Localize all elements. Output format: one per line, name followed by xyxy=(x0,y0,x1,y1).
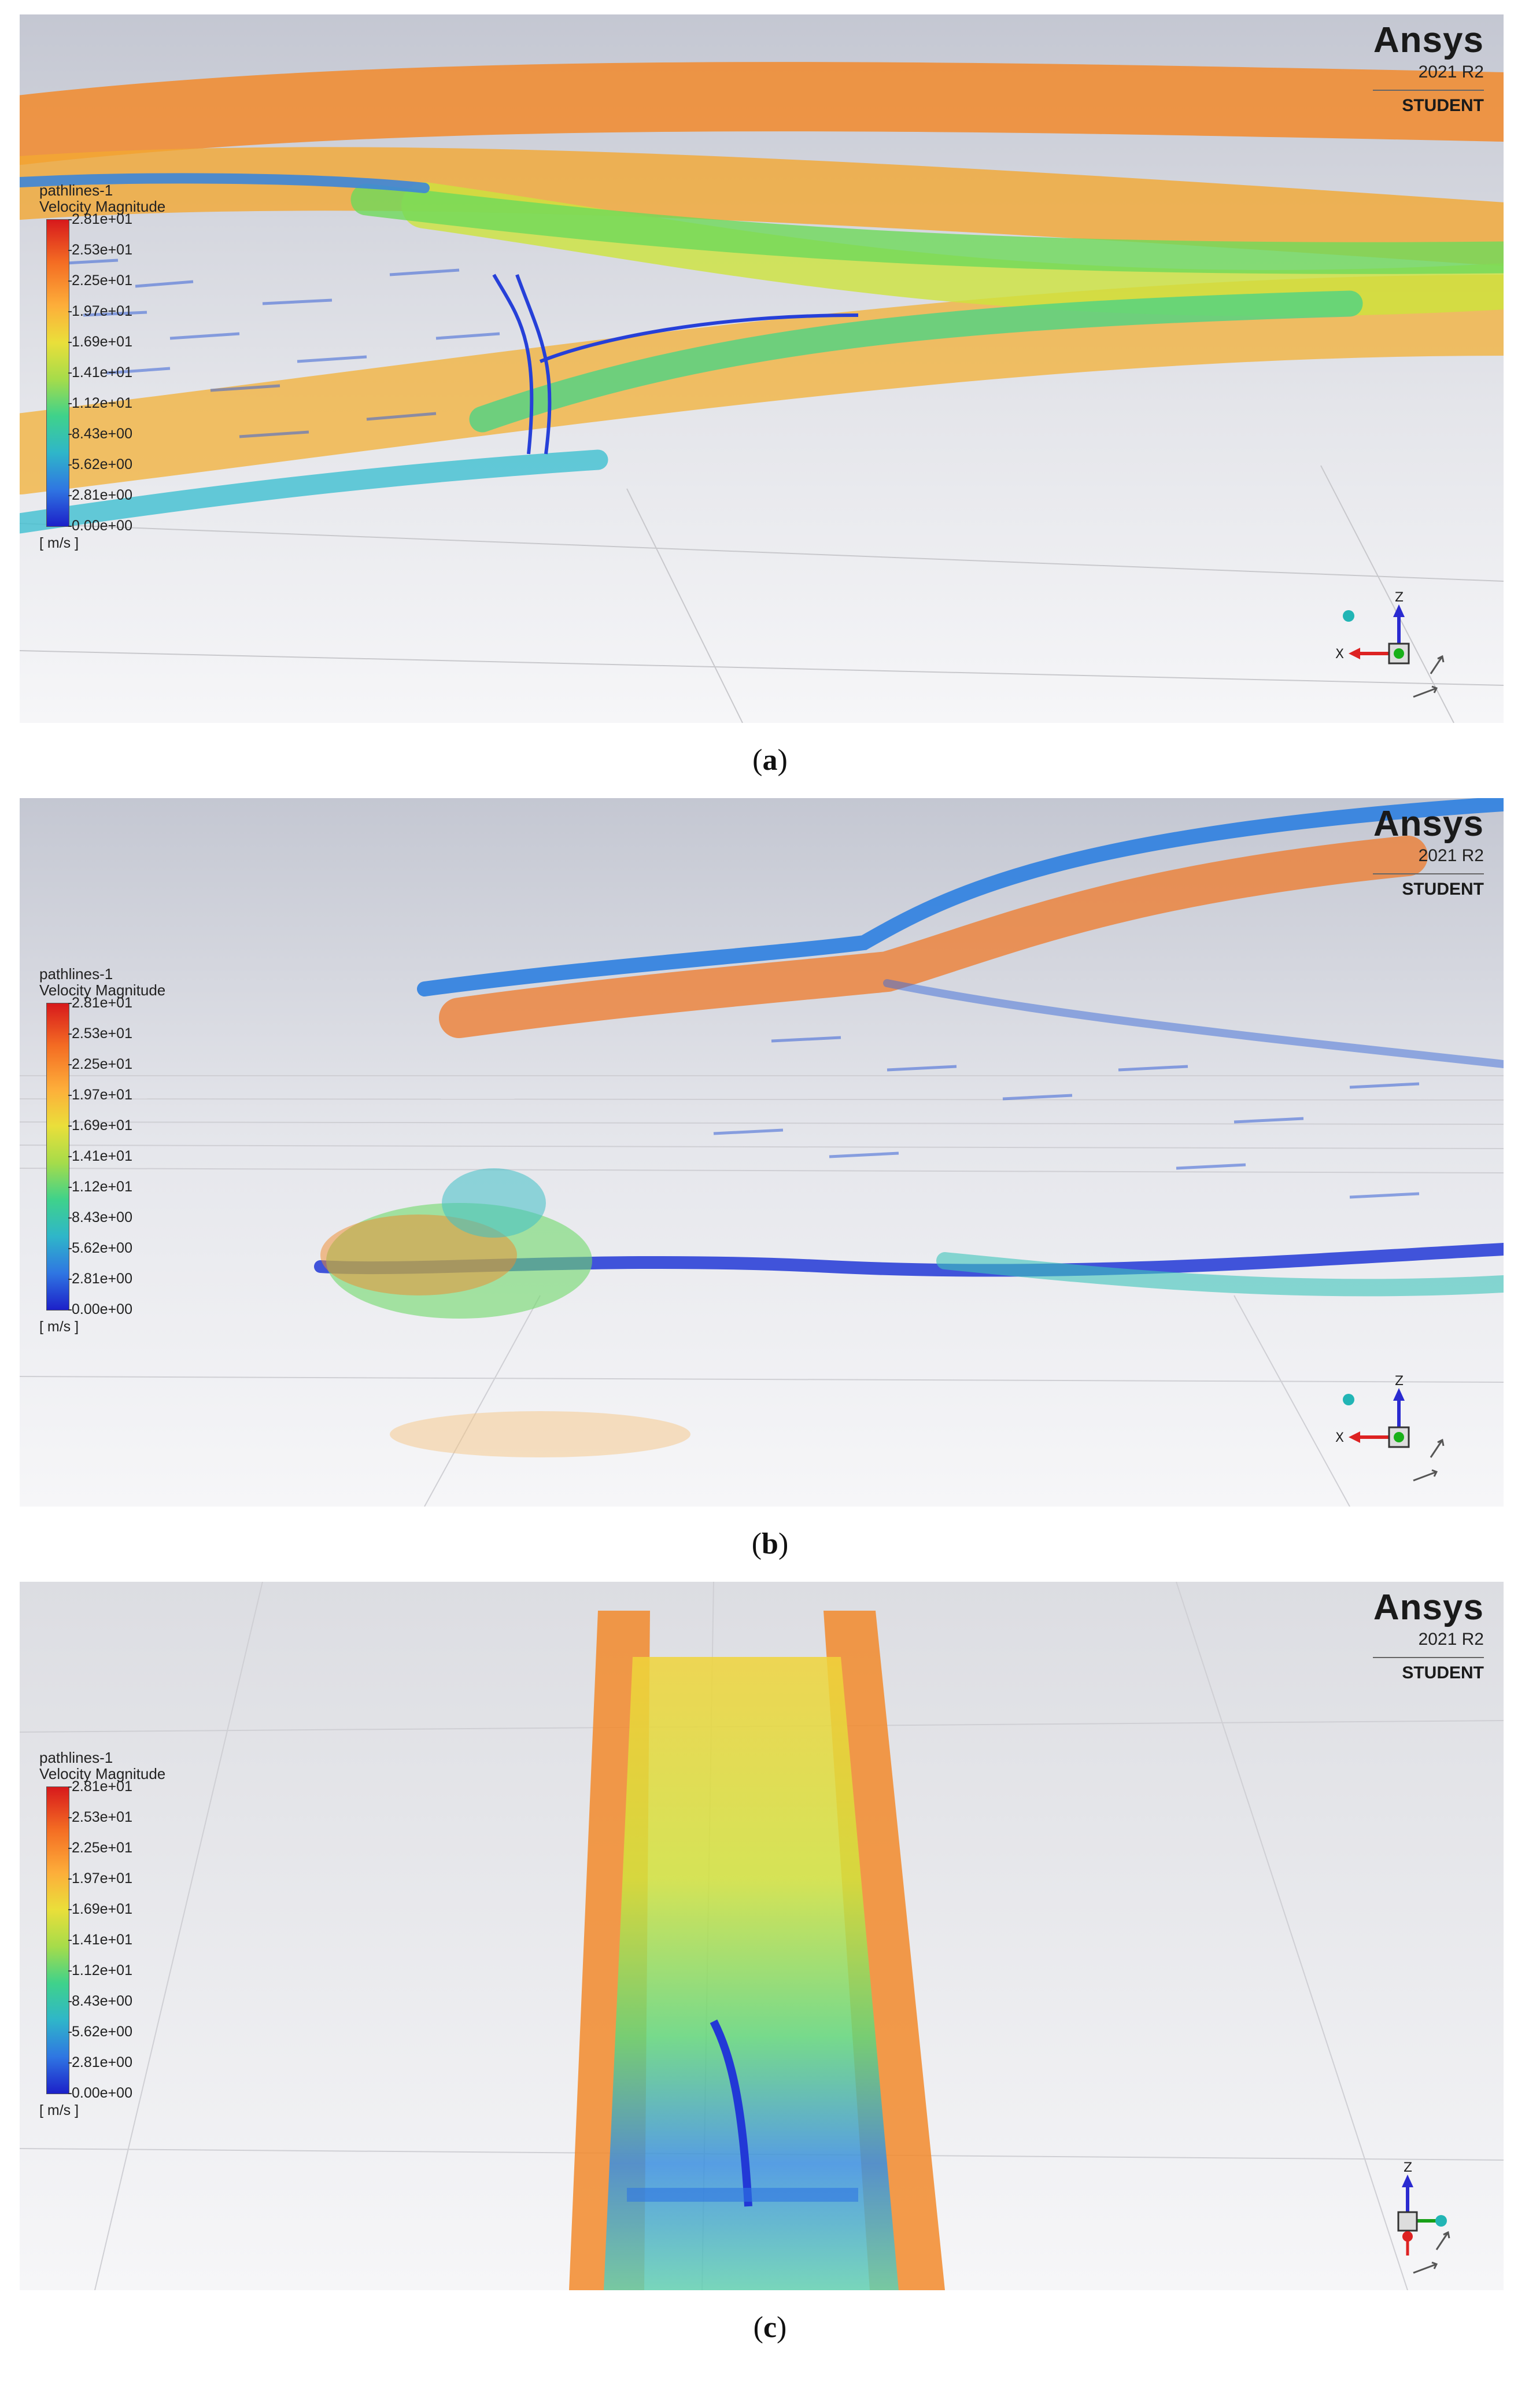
legend-tick: 1.12e+01 xyxy=(68,395,132,411)
legend-tick: 1.97e+01 xyxy=(68,1870,132,1887)
colorbar-c xyxy=(46,1786,69,2094)
legend-tick: 0.00e+00 xyxy=(68,2085,132,2101)
ansys-logo: Ansys xyxy=(1373,1588,1484,1627)
legend-tick: 2.81e+01 xyxy=(68,995,132,1011)
vortex-a xyxy=(492,274,859,455)
colorbar-a xyxy=(46,219,69,527)
legend-tick: 1.12e+01 xyxy=(68,1179,132,1195)
axis-triad-b[interactable]: Z X xyxy=(1332,1371,1460,1498)
legend-tick: 8.43e+00 xyxy=(68,1993,132,2009)
brand-divider xyxy=(1373,1657,1484,1658)
caption-a: (a) xyxy=(752,744,788,777)
ansys-brand-c: Ansys 2021 R2 STUDENT xyxy=(1357,1588,1484,1684)
color-legend-b: pathlines-1 Velocity Magnitude 2.81e+01 … xyxy=(39,965,230,1335)
legend-tick: 1.41e+01 xyxy=(68,364,132,381)
slow-region-a xyxy=(65,259,500,438)
axis-label-x: X xyxy=(1335,647,1344,662)
legend-tick: 5.62e+00 xyxy=(68,1240,132,1256)
axis-label-x: X xyxy=(1335,1431,1344,1445)
wheel-wake-b xyxy=(320,1168,690,1457)
pathlines-scene-b xyxy=(20,798,1504,1507)
axis-triad-icon: Z X xyxy=(1335,590,1445,698)
ansys-logo: Ansys xyxy=(1373,20,1484,60)
legend-tick: 2.81e+01 xyxy=(68,211,132,227)
legend-tick: 2.81e+00 xyxy=(68,1271,132,1287)
legend-tick: 2.53e+01 xyxy=(68,242,132,258)
ground-grid-b xyxy=(20,1075,1504,1507)
legend-title-c: pathlines-1 Velocity Magnitude xyxy=(39,1749,166,1782)
ansys-edition: STUDENT xyxy=(1402,1663,1484,1682)
legend-tick: 0.00e+00 xyxy=(68,1301,132,1317)
ansys-logo: Ansys xyxy=(1373,804,1484,844)
axis-label-z: Z xyxy=(1395,590,1404,605)
axis-triad-icon: Z X xyxy=(1335,1374,1445,1482)
ansys-version: 2021 R2 xyxy=(1418,62,1484,82)
legend-tick: 1.41e+01 xyxy=(68,1932,132,1948)
caption-b: (b) xyxy=(751,1527,789,1560)
legend-tick: 8.43e+00 xyxy=(68,1209,132,1225)
axis-triad-c[interactable]: Z xyxy=(1350,2154,1477,2282)
legend-tick: 1.97e+01 xyxy=(68,1087,132,1103)
color-legend-c: pathlines-1 Velocity Magnitude 2.81e+01 … xyxy=(39,1749,230,2118)
axis-label-z: Z xyxy=(1404,2161,1412,2175)
legend-unit-c: [ m/s ] xyxy=(39,2102,79,2118)
colorbar-b xyxy=(46,1003,69,1311)
axis-triad-a[interactable]: Z X xyxy=(1332,587,1460,714)
caption-c: (c) xyxy=(753,2311,787,2344)
flow-band-c xyxy=(569,1611,945,2290)
legend-tick: 1.41e+01 xyxy=(68,1148,132,1164)
brand-divider xyxy=(1373,90,1484,91)
legend-tick: 1.69e+01 xyxy=(68,1117,132,1134)
axis-label-z: Z xyxy=(1395,1374,1404,1389)
legend-unit-a: [ m/s ] xyxy=(39,535,79,551)
legend-tick: 5.62e+00 xyxy=(68,2024,132,2040)
legend-tick: 5.62e+00 xyxy=(68,456,132,473)
legend-title-b: pathlines-1 Velocity Magnitude xyxy=(39,965,166,999)
legend-tick: 2.53e+01 xyxy=(68,1025,132,1042)
legend-tick: 1.12e+01 xyxy=(68,1962,132,1978)
ground-grid-a xyxy=(20,465,1504,723)
legend-tick: 2.81e+01 xyxy=(68,1778,132,1795)
pathlines-scene-a xyxy=(20,14,1504,723)
ansys-brand-a: Ansys 2021 R2 STUDENT xyxy=(1357,20,1484,116)
legend-tick: 1.69e+01 xyxy=(68,1901,132,1917)
legend-tick: 2.25e+01 xyxy=(68,272,132,289)
color-legend-a: pathlines-1 Velocity Magnitude 2.81e+01 … xyxy=(39,182,230,551)
legend-tick: 8.43e+00 xyxy=(68,426,132,442)
legend-tick: 0.00e+00 xyxy=(68,518,132,534)
legend-tick: 1.97e+01 xyxy=(68,303,132,319)
legend-tick: 1.69e+01 xyxy=(68,334,132,350)
ansys-version: 2021 R2 xyxy=(1418,846,1484,865)
flow-streams-a xyxy=(20,62,1504,534)
brand-divider xyxy=(1373,873,1484,874)
legend-unit-b: [ m/s ] xyxy=(39,1319,79,1335)
ansys-edition: STUDENT xyxy=(1402,880,1484,899)
ansys-version: 2021 R2 xyxy=(1418,1630,1484,1649)
panel-c: pathlines-1 Velocity Magnitude 2.81e+01 … xyxy=(20,1582,1504,2290)
legend-tick: 2.81e+00 xyxy=(68,487,132,503)
ansys-brand-b: Ansys 2021 R2 STUDENT xyxy=(1357,804,1484,900)
panel-a: pathlines-1 Velocity Magnitude 2.81e+01 … xyxy=(20,14,1504,723)
legend-tick: 2.81e+00 xyxy=(68,2054,132,2070)
legend-tick: 2.53e+01 xyxy=(68,1809,132,1825)
pathlines-scene-c xyxy=(20,1582,1504,2290)
legend-tick: 2.25e+01 xyxy=(68,1840,132,1856)
axis-triad-icon: Z xyxy=(1397,2161,1450,2274)
slow-region-b xyxy=(713,1036,1420,1199)
legend-tick: 2.25e+01 xyxy=(68,1056,132,1072)
panel-b: pathlines-1 Velocity Magnitude 2.81e+01 … xyxy=(20,798,1504,1507)
ansys-edition: STUDENT xyxy=(1402,96,1484,115)
legend-title-a: pathlines-1 Velocity Magnitude xyxy=(39,182,166,215)
